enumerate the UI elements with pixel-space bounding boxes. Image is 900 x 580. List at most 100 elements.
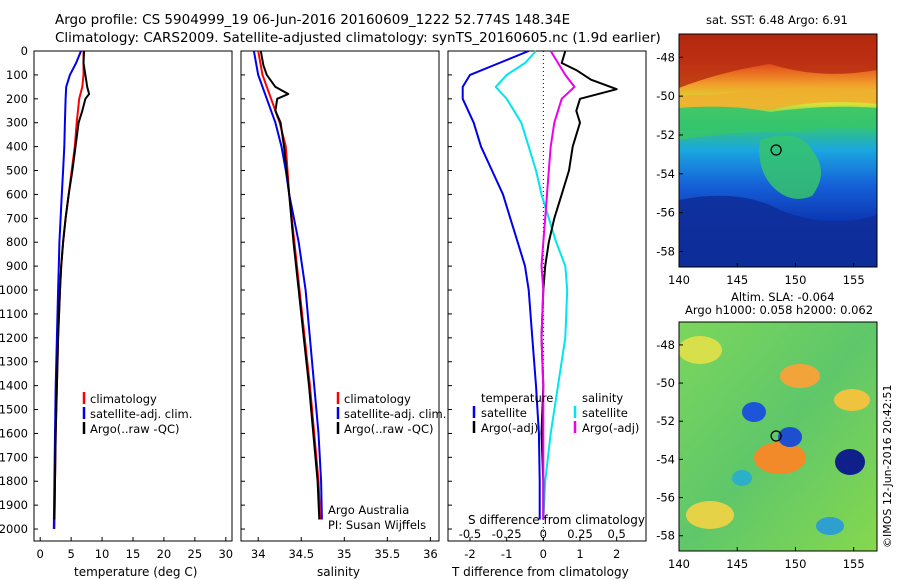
depth-tick-label: 800 [6,235,28,249]
sst-map-axes: -48 -50 -52 -54 -56 -58 140 145 150 155 [656,50,864,287]
legend-satellite: satellite-adj. clim. [90,407,192,421]
x-tick-label: 30 [218,547,233,561]
x-tick-label: 1 [576,547,583,561]
lat-tick-label: -58 [656,529,675,543]
series-line [257,50,322,520]
legend-satellite: satellite-adj. clim. [344,407,446,421]
lat-tick-label: -54 [656,452,675,466]
sst-cold-region [679,195,877,267]
series-line [461,50,541,520]
difference-legend: temperature salinity satellite Argo(-adj… [472,391,639,435]
lat-tick-label: -52 [656,128,675,142]
sla-warm-patch [834,389,870,411]
depth-tick-label: 1100 [0,307,28,321]
salinity-plot-frame [240,50,440,542]
sla-cold-eddy [835,449,865,475]
sst-float-marker [770,144,782,156]
series-line [494,50,569,520]
lon-tick-label: 150 [784,273,806,287]
salinity-axis-label: salinity [317,565,360,579]
lon-tick-label: 140 [668,557,690,571]
lat-tick-label: -50 [656,89,675,103]
legend-header-salinity: salinity [582,391,623,405]
sla-map-frame [678,321,878,552]
depth-axis: 0 100 200 300 400 500 600 700 800 900 1000 1100 1200… [0,44,452,536]
sla-map-title1: Altim. SLA: -0.064 [731,290,835,304]
sst-map-frame [678,33,878,268]
depth-tick-label: 300 [6,116,28,130]
header-line1: Argo profile: CS 5904999_19 06-Jun-2016 … [55,12,570,28]
temperature-plot-frame [33,50,233,542]
salinity-profile-chart: 34 34.5 35 35.5 36 [251,50,438,561]
depth-tick-label: 2000 [0,522,28,536]
salinity-legend: climatology satellite-adj. clim. Argo(..… [336,392,446,436]
lon-tick-label: 155 [843,273,865,287]
difference-plot-frame [447,50,647,542]
x-tick-label: 34.5 [288,547,314,561]
sla-warm-patch [686,501,734,529]
depth-tick-label: 600 [6,187,28,201]
sla-cold-eddy [742,402,766,422]
x-tick-label: 0 [540,547,547,561]
lat-tick-label: -48 [656,50,675,64]
sla-map-axes: -48 -50 -52 -54 -56 -58 140 145 150 155 [656,338,864,571]
sla-warm-patch [679,336,722,364]
s-difference-axis-label: S difference from climatology [468,513,645,527]
depth-tick-label: 1400 [0,379,28,393]
series-line [259,50,321,520]
imos-credit: ©IMOS 12-Jun-2016 20:42:51 [881,384,894,548]
depth-tick-label: 900 [6,259,28,273]
s-diff-tick-label: 0.5 [608,527,626,541]
legend-argo: Argo(..raw -QC) [90,422,180,436]
legend-climatology: climatology [344,392,411,406]
temperature-profile-chart: 0 5 10 15 20 25 30 [37,50,233,561]
x-tick-label: 35 [337,547,352,561]
lat-tick-label: -56 [656,206,675,220]
s-diff-tick-label: 0.25 [567,527,593,541]
sla-warm-patch [754,442,806,474]
x-tick-label: 36 [423,547,438,561]
t-difference-axis-label: T difference from climatology [451,565,629,579]
legend-header-temperature: temperature [481,391,553,405]
sst-warm-band [679,34,877,88]
lat-tick-label: -50 [656,376,675,390]
x-tick-label: 2 [613,547,620,561]
depth-tick-label: 1600 [0,426,28,440]
legend-t-satellite: satellite [481,406,527,420]
sst-map-title: sat. SST: 6.48 Argo: 6.91 [706,13,848,27]
series-line [252,50,323,520]
x-tick-label: 0 [37,547,44,561]
depth-tick-label: 400 [6,140,28,154]
depth-tick-label: 1800 [0,474,28,488]
legend-climatology: climatology [90,392,157,406]
annotation-argo-australia: Argo Australia [328,503,409,517]
x-tick-label: 25 [188,547,203,561]
sla-cold-eddy [732,470,752,486]
sla-warm-patch [780,364,820,388]
series-line [540,50,618,520]
x-tick-label: -1 [501,547,512,561]
legend-s-argo: Argo(-adj) [582,421,639,435]
x-tick-label: 5 [67,547,74,561]
header-line2: Climatology: CARS2009. Satellite-adjuste… [55,30,661,46]
lat-tick-label: -56 [656,491,675,505]
lat-tick-label: -48 [656,338,675,352]
lat-tick-label: -54 [656,167,675,181]
legend-s-satellite: satellite [582,406,628,420]
legend-t-argo: Argo(-adj) [481,421,538,435]
s-diff-tick-label: -0.5 [459,527,481,541]
sst-map [679,34,877,267]
x-tick-label: 10 [95,547,110,561]
temperature-axis-label: temperature (deg C) [74,565,197,579]
lon-tick-label: 145 [726,557,748,571]
sla-cold-eddy [816,517,844,535]
x-tick-label: 35.5 [375,547,401,561]
lat-tick-label: -58 [656,244,675,258]
depth-tick-label: 0 [21,44,28,58]
sla-map-title2: Argo h1000: 0.058 h2000: 0.062 [685,303,873,317]
annotation-pi: PI: Susan Wijffels [328,518,426,532]
depth-tick-label: 700 [6,211,28,225]
sla-cold-eddy [778,427,802,447]
depth-tick-label: 1300 [0,355,28,369]
lon-tick-label: 150 [784,557,806,571]
